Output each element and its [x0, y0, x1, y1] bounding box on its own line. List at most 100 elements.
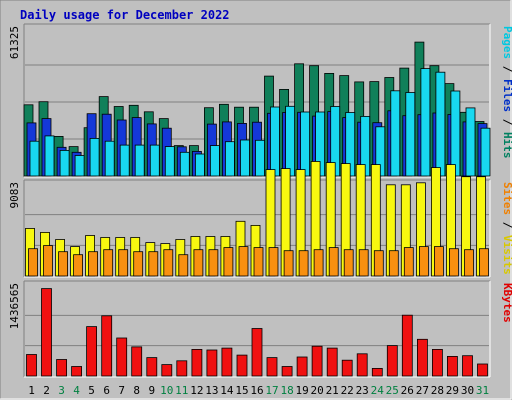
day-label: 20	[310, 384, 323, 397]
day-label: 4	[73, 384, 80, 397]
bar-kbytes-day-18	[281, 366, 293, 377]
day-label: 19	[295, 384, 308, 397]
day-label: 26	[401, 384, 414, 397]
bar-kbytes-day-28	[431, 348, 443, 377]
bar-kbytes-day-16	[251, 328, 263, 377]
bar-sites-day-14	[223, 247, 234, 277]
day-label: 17	[265, 384, 278, 397]
bar-sites-day-6	[103, 249, 114, 277]
bar-kbytes-day-15	[236, 354, 248, 377]
day-label: 30	[461, 384, 474, 397]
bar-pages-day-11	[179, 151, 190, 177]
plot-panel-kbytes: 1436565 KBytes	[8, 280, 512, 378]
bar-pages-day-27	[420, 68, 431, 177]
bar-kbytes-day-25	[386, 345, 398, 377]
bar-pages-day-26	[405, 92, 416, 177]
bar-pages-day-4	[74, 155, 85, 177]
day-label: 3	[58, 384, 65, 397]
bar-kbytes-day-6	[101, 315, 113, 377]
bar-sites-day-25	[388, 250, 399, 277]
bar-sites-day-7	[118, 249, 129, 277]
bar-pages-day-29	[450, 90, 461, 177]
bar-kbytes-day-17	[266, 357, 278, 377]
day-label: 5	[88, 384, 95, 397]
bar-sites-day-10	[163, 249, 174, 277]
day-label: 29	[446, 384, 459, 397]
bar-pages-day-17	[270, 106, 280, 177]
bar-sites-day-21	[328, 247, 339, 277]
day-label: 25	[386, 384, 399, 397]
day-label: 9	[148, 384, 155, 397]
bar-kbytes-day-21	[326, 347, 338, 377]
bar-sites-day-13	[208, 249, 219, 277]
bar-pages-day-19	[300, 111, 311, 177]
bar-sites-day-30	[464, 249, 474, 277]
bar-sites-day-1	[28, 248, 38, 277]
day-label: 28	[431, 384, 444, 397]
bar-pages-day-13	[209, 145, 220, 177]
bar-pages-day-25	[390, 90, 401, 177]
bar-pages-day-3	[59, 149, 70, 177]
day-label: 23	[356, 384, 369, 397]
day-label: 13	[205, 384, 218, 397]
bar-kbytes-day-9	[146, 357, 158, 377]
bar-kbytes-day-14	[221, 347, 233, 377]
legend-entry: Visits	[501, 235, 512, 275]
bar-pages-day-15	[240, 139, 250, 177]
axis-max-label: 1436565	[8, 283, 21, 329]
bar-sites-day-4	[73, 254, 83, 277]
bar-sites-day-23	[358, 249, 369, 277]
bar-kbytes-day-19	[296, 356, 308, 377]
bar-sites-day-9	[148, 251, 159, 277]
day-label: 1	[28, 384, 35, 397]
bar-kbytes-day-27	[416, 338, 428, 377]
day-label: 31	[476, 384, 489, 397]
axis-max-label: 61325	[8, 26, 21, 59]
day-label: 6	[103, 384, 110, 397]
bar-kbytes-day-7	[116, 337, 128, 377]
bar-pages-day-30	[465, 107, 476, 177]
day-label: 14	[220, 384, 234, 397]
day-label: 27	[416, 384, 429, 397]
bar-pages-day-8	[134, 144, 145, 177]
bar-kbytes-day-1	[26, 354, 37, 377]
day-label: 16	[250, 384, 263, 397]
bar-sites-day-18	[283, 250, 294, 277]
bar-pages-day-10	[164, 146, 175, 177]
bar-sites-day-29	[448, 248, 459, 277]
bar-sites-day-17	[268, 247, 279, 277]
legend-entry: Files	[501, 79, 512, 112]
bar-kbytes-day-20	[311, 345, 323, 377]
bar-sites-day-2	[43, 245, 53, 277]
bar-sites-day-28	[433, 246, 444, 277]
day-label: 21	[326, 384, 339, 397]
bar-pages-day-18	[285, 105, 296, 177]
day-label: 11	[175, 384, 188, 397]
bar-sites-day-24	[373, 250, 384, 277]
day-label: 8	[133, 384, 140, 397]
bar-sites-day-19	[298, 250, 309, 277]
bar-pages-day-1	[29, 140, 40, 177]
day-label: 10	[160, 384, 173, 397]
legend: Pages / Files / Hits	[501, 26, 512, 159]
bar-kbytes-day-4	[71, 366, 82, 377]
legend-entry: Sites	[501, 182, 512, 215]
day-label: 22	[341, 384, 354, 397]
day-label: 2	[43, 384, 50, 397]
bar-sites-day-31	[479, 248, 489, 277]
bar-sites-day-8	[133, 251, 144, 277]
bar-kbytes-day-23	[356, 353, 368, 377]
bar-sites-day-5	[88, 251, 98, 277]
bar-sites-day-11	[178, 254, 189, 277]
bar-pages-day-12	[194, 153, 205, 177]
plot-panel-hits-files-pages: 61325 Pages / Files / Hits	[8, 23, 512, 178]
axis-max-label: 9083	[8, 182, 21, 209]
day-label: 24	[371, 384, 385, 397]
bar-kbytes-day-3	[56, 359, 67, 377]
bar-kbytes-day-22	[341, 359, 353, 377]
bar-pages-day-14	[224, 141, 235, 177]
bar-pages-day-5	[89, 137, 100, 177]
bar-sites-day-12	[193, 249, 204, 277]
chart-title: Daily usage for December 2022	[20, 8, 230, 22]
bar-kbytes-day-26	[401, 314, 413, 377]
